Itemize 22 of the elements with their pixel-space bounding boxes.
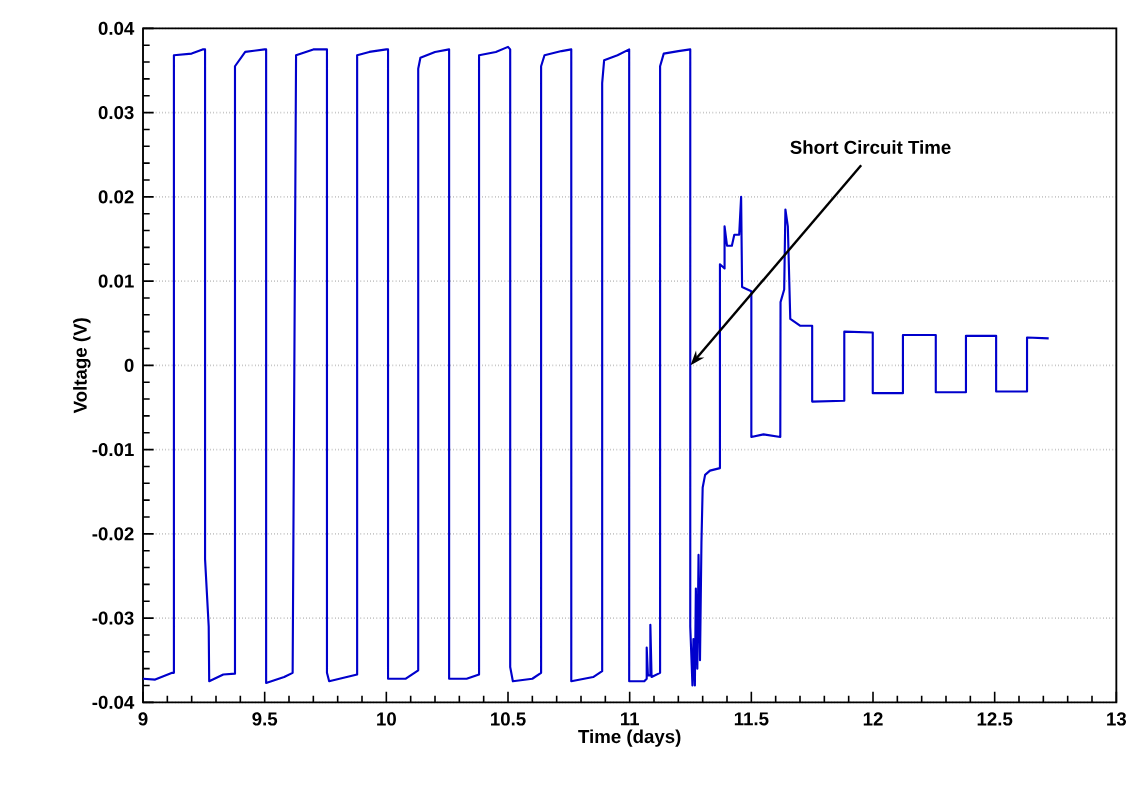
y-tick-label: 0 [124,358,134,372]
x-tick-label: 10 [377,712,396,726]
y-tick-label: -0.02 [92,527,134,541]
y-tick-label: 0.04 [98,21,135,35]
x-axis-title: Time (days) [578,729,681,747]
x-tick-label: 12.5 [977,712,1013,726]
x-tick-label: 9 [138,712,148,726]
y-tick-label: -0.04 [92,695,135,709]
line-series [141,45,1050,687]
y-tick-label: 0.02 [98,190,134,204]
x-tick-label: 13 [1107,712,1127,726]
x-tick-label: 11.5 [734,712,769,726]
y-tick-label: -0.03 [92,611,134,625]
x-tick-label: 11 [620,712,640,726]
y-axis-title: Voltage (V) [73,318,91,414]
y-tick-label: 0.01 [98,274,134,288]
x-tick-label: 10.5 [491,712,526,726]
y-tick-label: -0.01 [92,442,134,457]
y-tick-label: 0.03 [98,105,134,120]
x-tick-label: 12 [863,712,883,726]
x-tick-label: 9.5 [252,712,278,726]
annotation: Short Circuit Time [790,140,951,154]
